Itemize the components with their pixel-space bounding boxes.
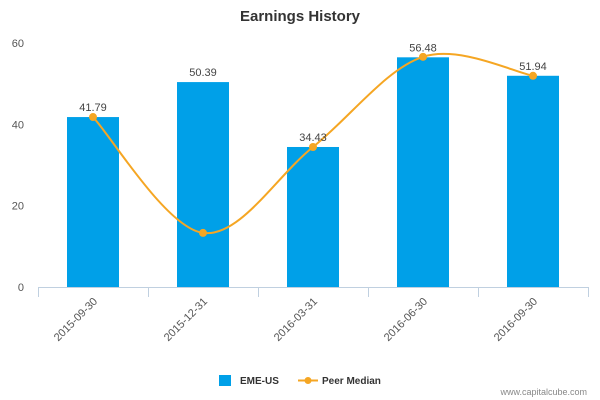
bar-value-label: 50.39	[189, 67, 217, 79]
x-tick-label: 2015-12-31	[162, 296, 210, 344]
peer-median-line	[92, 52, 534, 234]
y-tick-label: 40	[12, 119, 24, 131]
y-tick-label: 0	[18, 282, 24, 294]
bar-value-label: 34.43	[299, 132, 327, 144]
y-tick-label: 20	[12, 201, 24, 213]
peer-median-point	[89, 113, 97, 122]
peer-median-point	[309, 142, 317, 151]
legend-label-line: Peer Median	[322, 376, 381, 387]
x-tick-label: 2016-09-30	[492, 296, 540, 344]
y-tick-label: 60	[12, 38, 24, 50]
bar	[287, 146, 339, 287]
legend-label-bar: EME-US	[240, 376, 279, 387]
line-series	[89, 52, 537, 237]
legend-swatch-bar	[219, 375, 231, 386]
x-tick-label: 2015-09-30	[52, 296, 100, 344]
bar-value-label: 41.79	[79, 102, 107, 114]
bar-value-label: 51.94	[519, 61, 547, 73]
chart-title: Earnings History	[240, 8, 361, 25]
bar-value-label: 56.48	[409, 42, 437, 54]
watermark: www.capitalcube.com	[499, 387, 587, 397]
peer-median-point	[419, 52, 427, 61]
bar-series	[67, 57, 559, 288]
legend-marker-line	[304, 377, 312, 384]
peer-median-point	[199, 228, 207, 237]
bar	[397, 57, 449, 287]
x-tick-label: 2016-03-31	[272, 296, 320, 344]
data-labels: 41.79 50.39 34.43 56.48 51.94	[79, 42, 547, 144]
peer-median-point	[529, 71, 537, 80]
bar	[67, 117, 119, 287]
bar	[507, 75, 559, 287]
legend: EME-US Peer Median	[219, 375, 381, 387]
x-tick-label: 2016-06-30	[382, 296, 430, 344]
bar	[177, 82, 229, 288]
